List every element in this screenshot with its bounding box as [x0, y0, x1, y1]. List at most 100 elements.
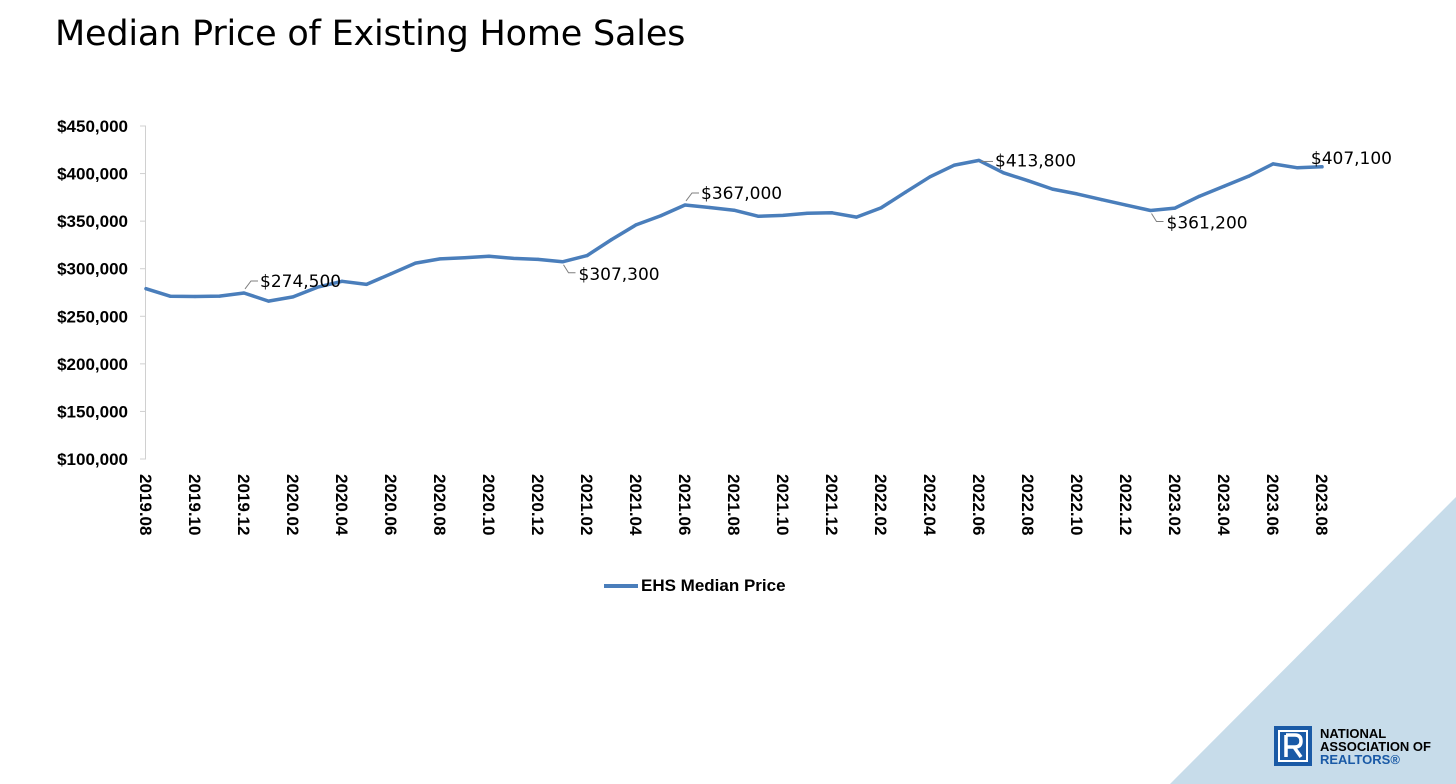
x-tick-label: 2020.10 [479, 474, 498, 535]
logo-line-1: NATIONAL [1320, 725, 1387, 741]
data-point [266, 299, 271, 303]
x-tick-label: 2020.12 [528, 474, 547, 535]
data-point [536, 257, 540, 261]
data-point [903, 190, 908, 194]
data-label: $361,200 [1167, 213, 1248, 233]
data-point [879, 206, 883, 210]
data-point [144, 287, 148, 291]
data-point [1026, 179, 1030, 183]
data-point [928, 175, 932, 179]
data-point [1050, 187, 1055, 191]
x-tick-label: 2019.12 [234, 474, 253, 535]
data-point [585, 253, 589, 258]
data-point [732, 208, 736, 212]
logo-line-2: ASSOCIATION OF [1320, 738, 1431, 754]
x-tick-label: 2022.02 [871, 474, 890, 535]
data-point [1148, 208, 1153, 213]
x-tick-label: 2023.04 [1214, 474, 1233, 536]
x-tick-label: 2023.06 [1263, 474, 1282, 535]
x-tick-label: 2022.06 [969, 474, 988, 535]
data-label-leader [1151, 213, 1164, 222]
legend: EHS Median Price [604, 576, 786, 596]
y-tick-label: $100,000 [57, 450, 128, 469]
data-label: $274,500 [260, 272, 341, 292]
data-point [781, 213, 785, 218]
y-tick-label: $200,000 [57, 355, 128, 374]
data-label: $307,300 [579, 265, 660, 285]
data-point [193, 294, 197, 299]
data-point [830, 211, 834, 215]
x-tick-label: 2020.04 [332, 474, 351, 536]
data-point [560, 260, 565, 264]
x-tick-label: 2022.08 [1018, 474, 1037, 535]
data-point [977, 158, 981, 163]
data-point [364, 282, 369, 287]
x-tick-label: 2022.04 [920, 474, 939, 536]
data-point [1001, 171, 1006, 175]
x-tick-label: 2023.08 [1312, 474, 1331, 535]
x-tick-label: 2021.02 [577, 474, 596, 535]
data-point [707, 205, 712, 210]
data-point [438, 257, 442, 261]
data-labels: $274,500 $307,300 $367,000 $413,800 $361,200… [244, 149, 1392, 292]
data-point [291, 295, 295, 299]
data-point [683, 203, 687, 207]
data-label-leader [244, 280, 258, 290]
data-point [462, 256, 467, 260]
y-tick-label: $250,000 [57, 307, 128, 326]
data-point [1246, 174, 1251, 178]
y-tick-label: $300,000 [57, 260, 128, 279]
data-point [854, 215, 859, 219]
data-point [389, 272, 393, 276]
data-point [1320, 165, 1324, 169]
legend-swatch [604, 584, 638, 588]
data-point [242, 291, 246, 295]
x-tick-label: 2021.04 [626, 474, 645, 536]
data-point [805, 211, 810, 215]
data-label-leader [563, 264, 576, 274]
data-point [168, 294, 173, 298]
data-point [511, 256, 516, 261]
data-label: $367,000 [701, 184, 782, 204]
data-point [340, 279, 344, 283]
data-point [1173, 206, 1177, 210]
y-tick-label: $150,000 [57, 402, 128, 421]
data-point [1197, 194, 1202, 198]
data-label: $407,100 [1311, 149, 1392, 169]
y-axis: $100,000 $150,000 $200,000 $250,000 $300,000… [57, 117, 146, 469]
page-title: Median Price of Existing Home Sales [55, 14, 686, 54]
x-tick-label: 2021.10 [773, 474, 792, 535]
data-point [413, 261, 418, 265]
x-axis: 2019.08 2019.10 2019.12 2020.02 2020.04 2020.… [136, 474, 1331, 536]
x-tick-label: 2022.10 [1067, 474, 1086, 535]
legend-label: EHS Median Price [641, 576, 786, 595]
x-tick-label: 2019.10 [185, 474, 204, 535]
data-point [1222, 184, 1226, 188]
data-point [756, 214, 761, 218]
x-tick-label: 2020.08 [430, 474, 449, 535]
data-point [634, 223, 638, 227]
data-point [217, 294, 222, 298]
x-tick-label: 2021.08 [724, 474, 743, 535]
data-point [315, 285, 320, 289]
x-tick-label: 2022.12 [1116, 474, 1135, 535]
data-label-leader [685, 192, 699, 202]
x-tick-label: 2020.06 [381, 474, 400, 535]
logo-wordmark: NATIONAL ASSOCIATION OF REALTORS® [1320, 727, 1431, 766]
data-point [1271, 162, 1275, 166]
x-tick-label: 2021.06 [675, 474, 694, 535]
data-point [1075, 192, 1079, 196]
y-tick-label: $350,000 [57, 212, 128, 231]
y-tick-label: $400,000 [57, 165, 128, 184]
x-tick-label: 2019.08 [136, 474, 155, 535]
data-point [952, 163, 957, 167]
data-point [1295, 166, 1300, 170]
series-points [144, 158, 1324, 303]
data-point [1099, 198, 1104, 202]
y-tick-label: $450,000 [57, 117, 128, 136]
x-tick-label: 2021.12 [822, 474, 841, 535]
data-point [487, 254, 491, 258]
data-point [658, 214, 663, 218]
